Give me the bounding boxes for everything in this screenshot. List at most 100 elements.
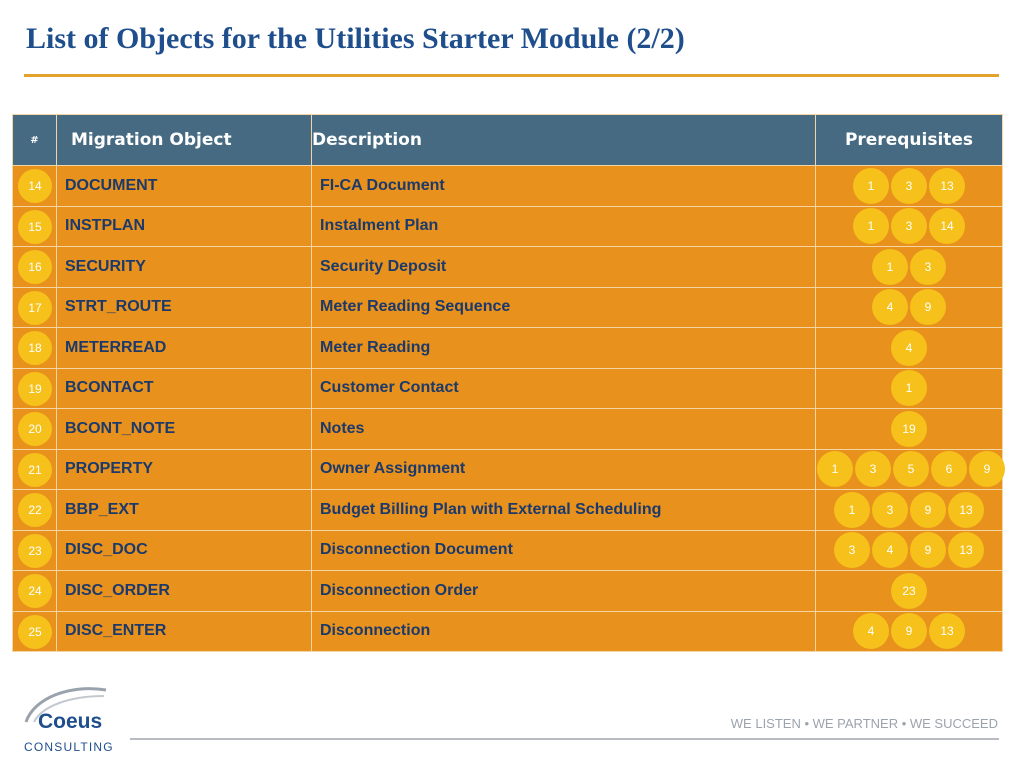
row-number-cell: 23 <box>12 529 57 571</box>
prerequisite-badge: 3 <box>834 532 870 569</box>
row-number-badge: 16 <box>18 250 52 284</box>
prerequisite-badge: 1 <box>834 491 870 528</box>
row-number-badge: 15 <box>18 209 52 244</box>
prerequisite-badge: 4 <box>872 532 908 569</box>
migration-object-cell: DOCUMENT <box>56 165 312 207</box>
title-divider <box>24 74 999 77</box>
row-number-cell: 14 <box>12 165 57 207</box>
prerequisite-badge: 13 <box>948 532 984 569</box>
logo-name: Coeus <box>38 710 103 733</box>
company-logo: Coeus CONSULTING <box>20 684 120 756</box>
description-cell: FI-CA Document <box>311 165 816 207</box>
prerequisites-cell: 3 4 9 13 <box>815 529 1003 571</box>
migration-object-cell: DISC_ENTER <box>56 610 312 652</box>
prerequisite-badge: 13 <box>948 491 984 528</box>
prerequisite-badge: 13 <box>929 167 965 204</box>
footer-divider <box>130 738 999 740</box>
prerequisite-badge: 9 <box>969 451 1005 488</box>
row-number-cell: 15 <box>12 205 57 247</box>
header-description: Description <box>311 114 816 166</box>
table-row: 14 DOCUMENT FI-CA Document 1 3 13 <box>12 165 1003 207</box>
prerequisite-badge: 23 <box>891 572 927 609</box>
row-number-badge: 20 <box>18 412 52 446</box>
prerequisite-badge: 3 <box>872 491 908 528</box>
row-number-badge: 18 <box>18 331 52 365</box>
table-row: 19 BCONTACT Customer Contact 1 <box>12 367 1003 409</box>
prerequisite-badge: 9 <box>910 491 946 528</box>
row-number-cell: 16 <box>12 246 57 288</box>
row-number-cell: 17 <box>12 286 57 328</box>
prerequisite-badge: 1 <box>853 167 889 204</box>
table-header-row: # Migration Object Description Prerequis… <box>12 114 1003 166</box>
logo-swoosh-icon <box>24 687 107 723</box>
row-number-badge: 24 <box>18 574 52 608</box>
prerequisite-badge: 1 <box>891 370 927 407</box>
prerequisite-badge: 9 <box>910 532 946 569</box>
description-cell: Disconnection Order <box>311 570 816 612</box>
description-cell: Owner Assignment <box>311 448 816 490</box>
table-row: 18 METERREAD Meter Reading 4 <box>12 327 1003 369</box>
row-number-badge: 22 <box>18 493 52 527</box>
prerequisite-badge: 3 <box>891 208 927 245</box>
prerequisites-cell: 4 9 13 <box>815 610 1003 652</box>
row-number-cell: 20 <box>12 408 57 450</box>
row-number-cell: 18 <box>12 327 57 369</box>
prerequisite-badge: 1 <box>872 248 908 285</box>
prerequisites-cell: 4 <box>815 327 1003 369</box>
row-number-badge: 23 <box>18 533 52 568</box>
table-row: 22 BBP_EXT Budget Billing Plan with Extern… <box>12 489 1003 531</box>
migration-object-cell: DISC_DOC <box>56 529 312 571</box>
page-title: List of Objects for the Utilities Starte… <box>26 22 685 55</box>
prerequisite-badge: 3 <box>910 248 946 285</box>
table-row: 24 DISC_ORDER Disconnection Order 23 <box>12 570 1003 612</box>
prerequisite-badge: 6 <box>931 451 967 488</box>
row-number-badge: 21 <box>18 452 52 487</box>
table-row: 15 INSTPLAN Instalment Plan 1 3 14 <box>12 205 1003 247</box>
table-row: 16 SECURITY Security Deposit 1 3 <box>12 246 1003 288</box>
migration-object-cell: METERREAD <box>56 327 312 369</box>
description-cell: Budget Billing Plan with External Schedu… <box>311 489 816 531</box>
row-number-badge: 25 <box>18 614 52 649</box>
prerequisites-cell: 1 3 13 <box>815 165 1003 207</box>
prerequisites-cell: 19 <box>815 408 1003 450</box>
migration-object-cell: BCONTACT <box>56 367 312 409</box>
description-cell: Security Deposit <box>311 246 816 288</box>
prerequisite-badge: 3 <box>891 167 927 204</box>
prerequisite-badge: 9 <box>891 613 927 650</box>
migration-object-cell: SECURITY <box>56 246 312 288</box>
migration-object-cell: BBP_EXT <box>56 489 312 531</box>
prerequisites-cell: 1 3 9 13 <box>815 489 1003 531</box>
migration-object-cell: STRT_ROUTE <box>56 286 312 328</box>
header-number: # <box>12 114 57 166</box>
prerequisite-badge: 9 <box>910 289 946 326</box>
prerequisites-cell: 23 <box>815 570 1003 612</box>
description-cell: Disconnection Document <box>311 529 816 571</box>
table-body: 14 DOCUMENT FI-CA Document 1 3 13 15 INSTPLAN In… <box>12 165 1005 652</box>
logo-subtitle: CONSULTING <box>24 740 114 754</box>
prerequisite-badge: 1 <box>817 451 853 488</box>
row-number-cell: 24 <box>12 570 57 612</box>
migration-object-cell: BCONT_NOTE <box>56 408 312 450</box>
prerequisite-badge: 4 <box>872 289 908 326</box>
row-number-cell: 19 <box>12 367 57 409</box>
row-number-badge: 19 <box>18 371 52 406</box>
table-row: 20 BCONT_NOTE Notes 19 <box>12 408 1003 450</box>
row-number-cell: 25 <box>12 610 57 652</box>
row-number-cell: 21 <box>12 448 57 490</box>
migration-object-cell: DISC_ORDER <box>56 570 312 612</box>
migration-object-cell: INSTPLAN <box>56 205 312 247</box>
objects-table: # Migration Object Description Prerequis… <box>12 114 1005 652</box>
migration-object-cell: PROPERTY <box>56 448 312 490</box>
row-number-cell: 22 <box>12 489 57 531</box>
prerequisite-badge: 14 <box>929 208 965 245</box>
header-prerequisites: Prerequisites <box>815 114 1003 166</box>
description-cell: Instalment Plan <box>311 205 816 247</box>
prerequisite-badge: 13 <box>929 613 965 650</box>
header-migration-object: Migration Object <box>56 114 312 166</box>
table-row: 23 DISC_DOC Disconnection Document 3 4 9 13 <box>12 529 1003 571</box>
row-number-badge: 14 <box>18 169 52 203</box>
description-cell: Meter Reading <box>311 327 816 369</box>
description-cell: Disconnection <box>311 610 816 652</box>
